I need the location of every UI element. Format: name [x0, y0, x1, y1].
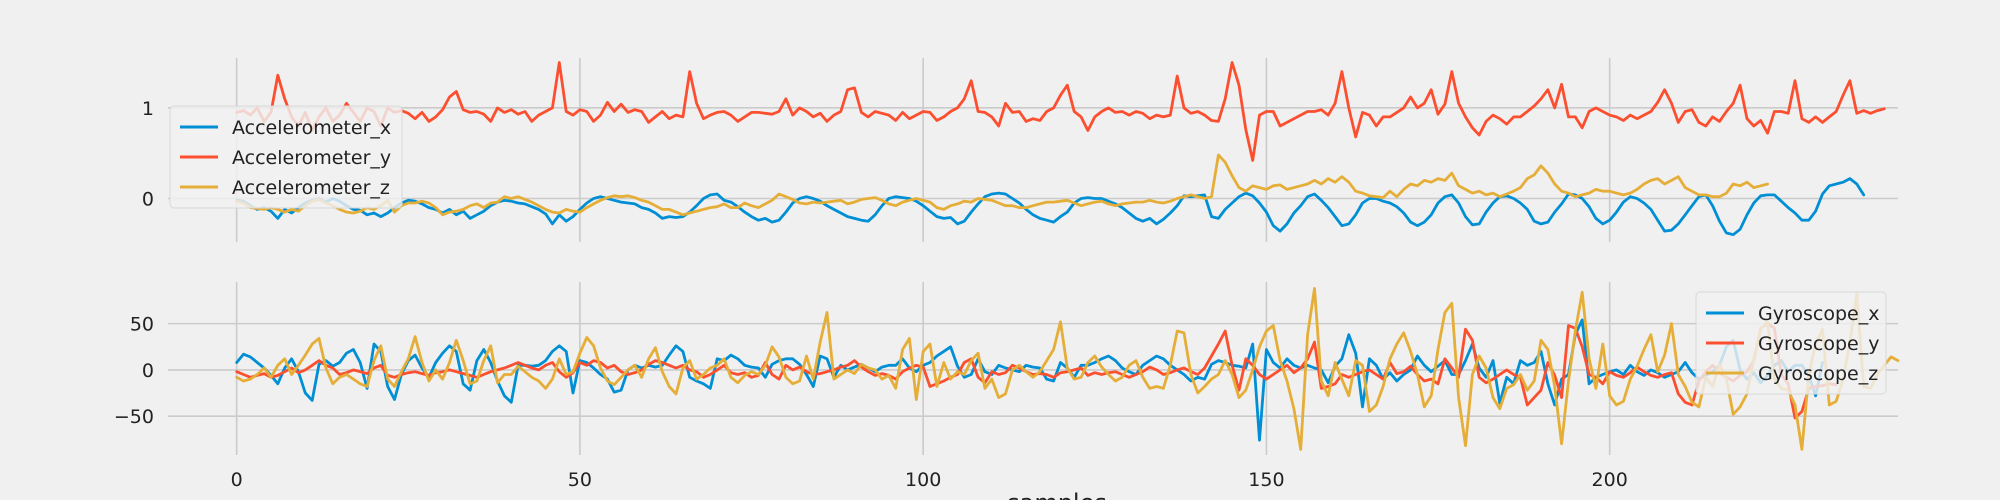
series-line-gyroscope_x: [235, 318, 1824, 442]
y-tick-label: 0: [142, 360, 154, 382]
legend-label: Accelerometer_z: [232, 177, 390, 199]
y-tick-label: 0: [142, 188, 154, 210]
legend-box: [1695, 291, 1887, 395]
x-tick-label: 50: [568, 469, 592, 491]
x-tick-label: 0: [231, 469, 243, 491]
legend: Gyroscope_x Gyroscope_y Gyroscope_z: [1695, 291, 1887, 395]
series-line-gyroscope_z: [235, 287, 1900, 451]
series-line-accelerometer_z: [235, 153, 1769, 217]
legend-box: [169, 105, 403, 209]
series-line-accelerometer_y: [235, 61, 1886, 162]
legend-label: Gyroscope_x: [1758, 303, 1879, 325]
y-tick-label: 1: [142, 98, 154, 120]
x-tick-label: 200: [1592, 469, 1628, 491]
legend: Accelerometer_x Accelerometer_y Accelerome…: [169, 105, 403, 209]
legend-label: Accelerometer_y: [232, 147, 391, 169]
x-axis-label: samples: [1007, 489, 1107, 500]
series-line-gyroscope_y: [235, 322, 1838, 420]
x-tick-label: 100: [905, 469, 941, 491]
x-tick-label: 150: [1248, 469, 1284, 491]
chart-panel-1: 01Accelerometer_xAccelerometer_yAccelero…: [142, 58, 1898, 242]
y-tick-label: 50: [130, 314, 154, 336]
chart-panel-2: −50 0 50 Gyroscope_x Gyroscope_y Gyroscope_z 0…: [114, 282, 1900, 500]
legend-label: Accelerometer_x: [232, 117, 391, 139]
legend-label: Gyroscope_z: [1758, 363, 1878, 385]
y-tick-label: −50: [114, 406, 154, 428]
series-line-accelerometer_x: [235, 177, 1866, 237]
legend-label: Gyroscope_y: [1758, 333, 1879, 355]
